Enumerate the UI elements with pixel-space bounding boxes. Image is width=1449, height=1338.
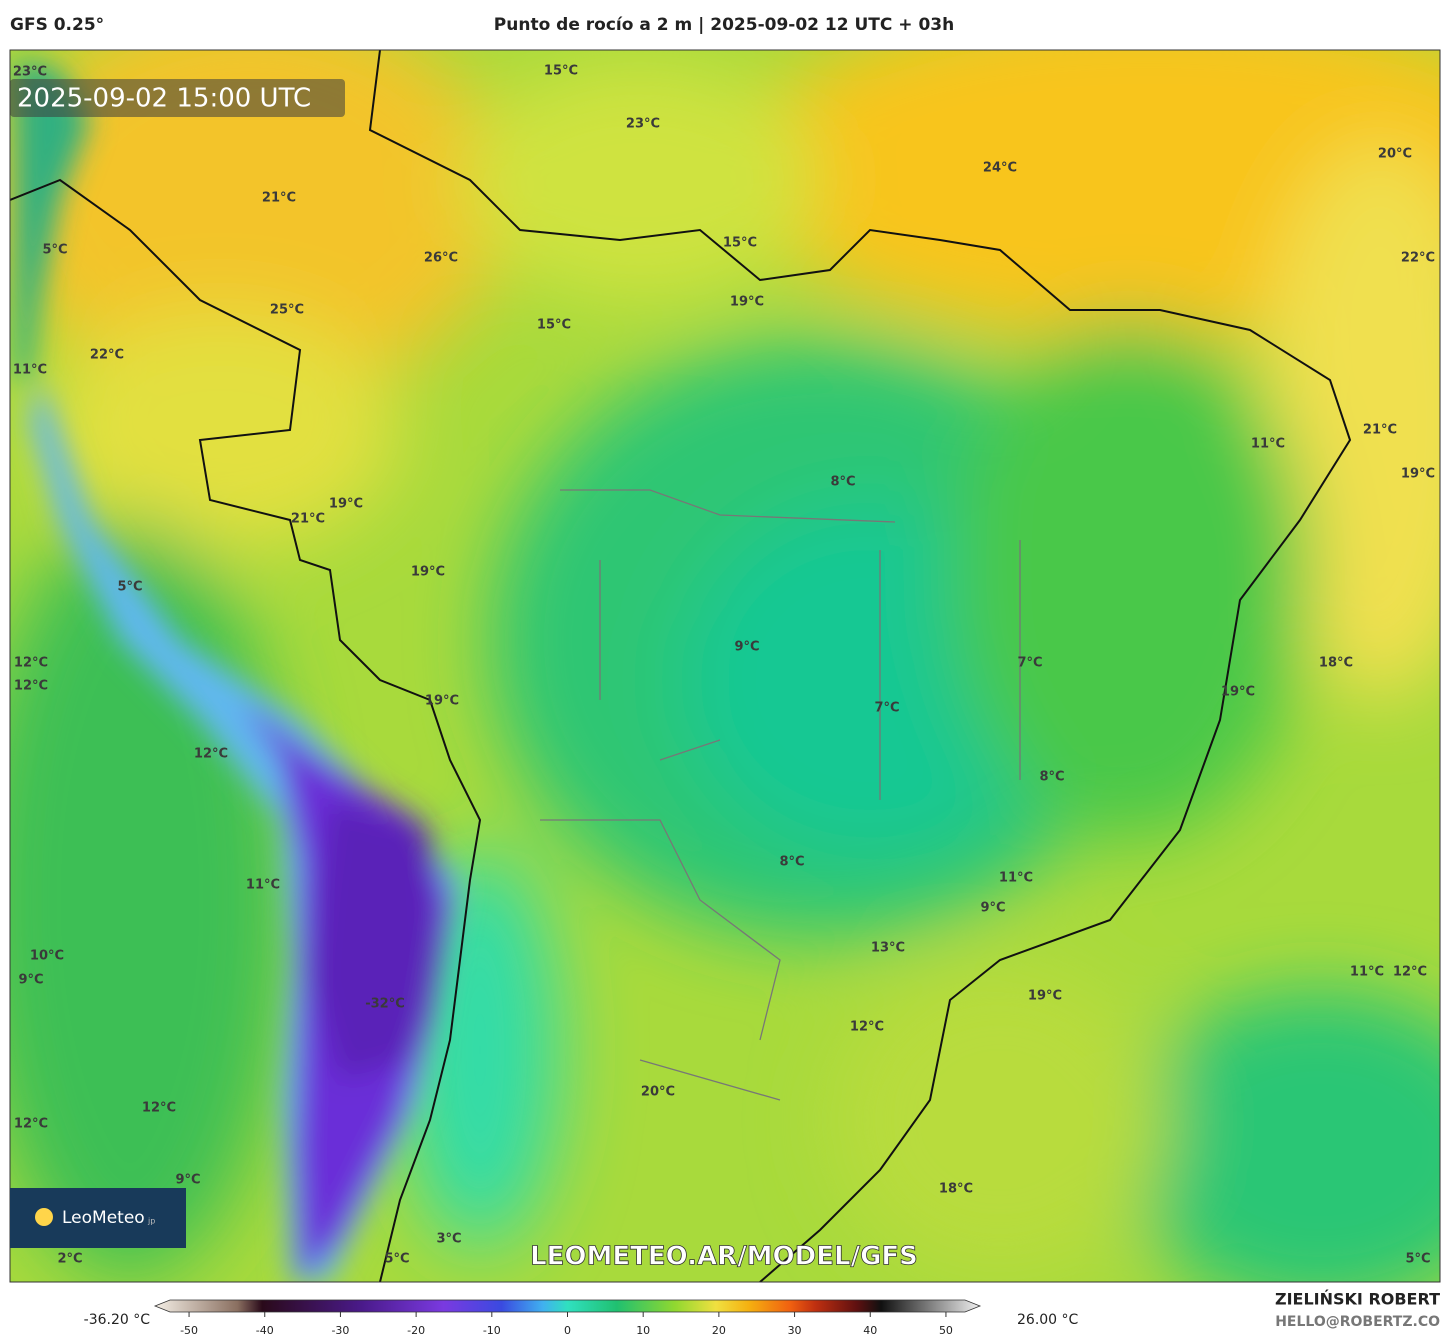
map-label: 12°C — [14, 656, 48, 671]
colorbar-tick-label: -40 — [256, 1324, 274, 1337]
map-label: 12°C — [1393, 965, 1427, 980]
watermark: LEOMETEO.AR/MODEL/GFS — [530, 1242, 918, 1272]
map-label: 25°C — [270, 303, 304, 318]
colorbar: -50 -40 -30 -20 -10 0 10 20 30 40 50 -36.20 °C 26.00… — [84, 1299, 1079, 1337]
map-label: 12°C — [142, 1101, 176, 1116]
map-label: 26°C — [424, 251, 458, 266]
map-label: 9°C — [734, 640, 759, 655]
map-label: 19°C — [1401, 467, 1435, 482]
model-label: GFS 0.25° — [10, 15, 104, 35]
map-label: 12°C — [14, 679, 48, 694]
map-labels: 23°C 15°C 23°C 24°C 20°C 21°C 15°C 5°C 26°C 22°C 2… — [13, 64, 1435, 1267]
map-label: 12°C — [850, 1020, 884, 1035]
map-label: 20°C — [641, 1085, 675, 1100]
map-label: 19°C — [730, 295, 764, 310]
email: HELLO@ROBERTZ.CO — [1275, 1314, 1440, 1330]
map-label: 11°C — [13, 363, 47, 378]
map-label: 11°C — [246, 878, 280, 893]
map-label: 8°C — [779, 855, 804, 870]
map-label: 8°C — [1039, 770, 1064, 785]
map-label: 8°C — [830, 475, 855, 490]
map-label: 12°C — [194, 747, 228, 762]
colorbar-tick-label: -20 — [407, 1324, 425, 1337]
timestamp-box — [10, 79, 345, 117]
map — [10, 50, 1440, 1282]
map-label: 5°C — [117, 580, 142, 595]
map-label: 19°C — [1221, 685, 1255, 700]
map-label: 19°C — [411, 565, 445, 580]
colorbar-tick-label: 10 — [636, 1324, 650, 1337]
map-label: 3°C — [436, 1232, 461, 1247]
map-label: 24°C — [983, 161, 1017, 176]
colorbar-tick-label: -30 — [331, 1324, 349, 1337]
map-label: 18°C — [1319, 656, 1353, 671]
map-label: 7°C — [874, 701, 899, 716]
map-label: 23°C — [13, 65, 47, 80]
map-label: 20°C — [1378, 147, 1412, 162]
map-label: 10°C — [30, 949, 64, 964]
map-label: 12°C — [14, 1117, 48, 1132]
map-label: 11°C — [1251, 437, 1285, 452]
colorbar-tick-label: -50 — [180, 1324, 198, 1337]
map-label: 21°C — [1363, 423, 1397, 438]
colorbar-tick-label: 40 — [863, 1324, 877, 1337]
map-label: 15°C — [544, 64, 578, 79]
map-label: 19°C — [329, 497, 363, 512]
logo-icon — [35, 1208, 53, 1226]
map-label: 9°C — [980, 901, 1005, 916]
chart-title: Punto de rocío a 2 m | 2025-09-02 12 UTC… — [494, 15, 954, 35]
map-label: 18°C — [939, 1182, 973, 1197]
colorbar-tick-label: 0 — [564, 1324, 571, 1337]
map-label: 11°C — [999, 871, 1033, 886]
map-label: 15°C — [723, 236, 757, 251]
map-label: 7°C — [1017, 656, 1042, 671]
map-label: 22°C — [1401, 251, 1435, 266]
map-label: 23°C — [626, 117, 660, 132]
map-label: -32°C — [365, 997, 405, 1012]
map-label: 11°C — [1350, 965, 1384, 980]
colorbar-tick-label: 20 — [712, 1324, 726, 1337]
map-label: 15°C — [537, 318, 571, 333]
colorbar-tick-label: -10 — [483, 1324, 501, 1337]
colorbar-max: 26.00 °C — [1017, 1312, 1079, 1328]
map-label: 19°C — [1028, 989, 1062, 1004]
colorbar-min: -36.20 °C — [84, 1312, 151, 1328]
map-label: 21°C — [262, 191, 296, 206]
map-label: 21°C — [291, 512, 325, 527]
map-label: 5°C — [42, 243, 67, 258]
map-label: 2°C — [57, 1252, 82, 1267]
map-label: 9°C — [18, 973, 43, 988]
colorbar-tick-label: 50 — [939, 1324, 953, 1337]
colorbar-bar — [153, 1299, 982, 1313]
map-label: 13°C — [871, 941, 905, 956]
logo-suffix: jp — [147, 1217, 155, 1226]
logo-name: LeoMeteo — [62, 1208, 145, 1228]
map-label: 19°C — [425, 694, 459, 709]
map-label: 5°C — [384, 1252, 409, 1267]
map-label: 22°C — [90, 348, 124, 363]
map-label: 9°C — [175, 1173, 200, 1188]
author: ZIELIŃSKI ROBERT — [1275, 1290, 1440, 1309]
colorbar-tick-label: 30 — [788, 1324, 802, 1337]
map-label: 5°C — [1405, 1252, 1430, 1267]
timestamp: 2025-09-02 15:00 UTC — [17, 84, 311, 114]
